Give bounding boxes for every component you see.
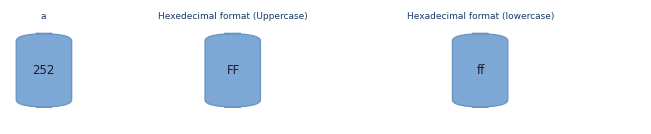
FancyBboxPatch shape <box>205 34 260 107</box>
Text: Hexadecimal format (lowercase): Hexadecimal format (lowercase) <box>407 12 554 21</box>
Text: a: a <box>41 12 46 21</box>
FancyBboxPatch shape <box>16 34 72 107</box>
FancyBboxPatch shape <box>452 34 508 107</box>
Text: 252: 252 <box>33 64 55 77</box>
Text: Hexedecimal format (Uppercase): Hexedecimal format (Uppercase) <box>158 12 308 21</box>
Text: ff: ff <box>477 64 484 77</box>
Text: FF: FF <box>227 64 240 77</box>
